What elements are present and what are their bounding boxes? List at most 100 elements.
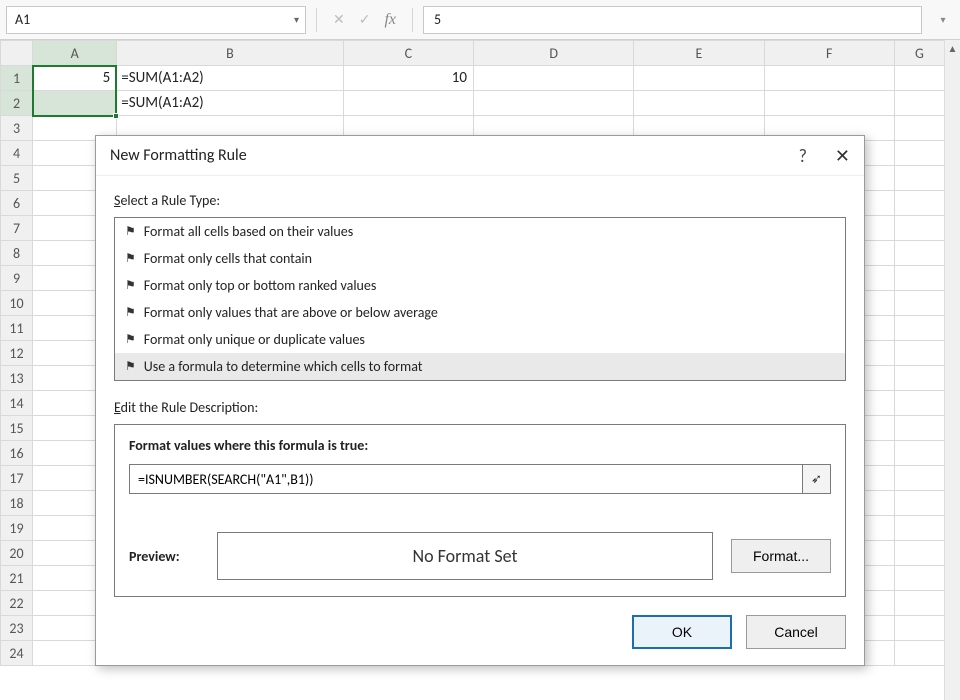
cell[interactable] bbox=[894, 166, 944, 191]
row-header[interactable]: 14 bbox=[1, 391, 33, 416]
cell[interactable] bbox=[894, 541, 944, 566]
cell[interactable]: 5 bbox=[33, 66, 117, 91]
cell[interactable] bbox=[894, 441, 944, 466]
row-header[interactable]: 20 bbox=[1, 541, 33, 566]
cell[interactable] bbox=[894, 466, 944, 491]
name-box[interactable]: A1 ▾ bbox=[6, 6, 306, 34]
row-header[interactable]: 7 bbox=[1, 216, 33, 241]
cancel-button[interactable]: Cancel bbox=[746, 615, 846, 649]
row-header[interactable]: 3 bbox=[1, 116, 33, 141]
row-header[interactable]: 23 bbox=[1, 616, 33, 641]
rule-type-label: Format only cells that contain bbox=[144, 250, 312, 267]
rule-type-item[interactable]: ⚑Format only unique or duplicate values bbox=[115, 326, 845, 353]
row-header[interactable]: 10 bbox=[1, 291, 33, 316]
cell[interactable] bbox=[894, 591, 944, 616]
cell[interactable] bbox=[343, 91, 473, 116]
collapse-dialog-icon[interactable]: ➶ bbox=[803, 464, 831, 494]
cell[interactable] bbox=[473, 66, 633, 91]
cell[interactable] bbox=[764, 66, 894, 91]
cell[interactable] bbox=[894, 341, 944, 366]
row-header[interactable]: 18 bbox=[1, 491, 33, 516]
cell[interactable] bbox=[894, 566, 944, 591]
column-header[interactable]: F bbox=[764, 41, 894, 66]
cell[interactable] bbox=[894, 266, 944, 291]
formula-input[interactable] bbox=[129, 464, 803, 494]
select-all-corner[interactable] bbox=[1, 41, 33, 66]
cell[interactable] bbox=[894, 391, 944, 416]
cell[interactable] bbox=[894, 66, 944, 91]
cell[interactable] bbox=[894, 616, 944, 641]
cell[interactable] bbox=[764, 91, 894, 116]
rule-type-item[interactable]: ⚑Format only cells that contain bbox=[115, 245, 845, 272]
formula-bar-expand-icon[interactable]: ▾ bbox=[932, 13, 954, 26]
cell[interactable]: =SUM(A1:A2) bbox=[117, 66, 343, 91]
fill-handle[interactable] bbox=[113, 113, 119, 119]
cell[interactable]: =SUM(A1:A2) bbox=[117, 91, 343, 116]
cell[interactable] bbox=[894, 141, 944, 166]
row-header[interactable]: 6 bbox=[1, 191, 33, 216]
rule-type-list[interactable]: ⚑Format all cells based on their values⚑… bbox=[114, 217, 846, 381]
row-header[interactable]: 1 bbox=[1, 66, 33, 91]
row-header[interactable]: 15 bbox=[1, 416, 33, 441]
separator bbox=[316, 8, 317, 32]
cell[interactable] bbox=[894, 316, 944, 341]
row-header[interactable]: 9 bbox=[1, 266, 33, 291]
row-header[interactable]: 8 bbox=[1, 241, 33, 266]
column-header[interactable]: E bbox=[634, 41, 764, 66]
row-header[interactable]: 17 bbox=[1, 466, 33, 491]
column-header[interactable]: C bbox=[343, 41, 473, 66]
cell[interactable] bbox=[894, 91, 944, 116]
name-box-dropdown-icon[interactable]: ▾ bbox=[294, 13, 299, 26]
cell[interactable] bbox=[894, 366, 944, 391]
column-header[interactable]: G bbox=[894, 41, 944, 66]
cell[interactable] bbox=[894, 516, 944, 541]
column-header[interactable]: B bbox=[117, 41, 343, 66]
cell[interactable]: 5 bbox=[33, 91, 117, 116]
cell[interactable] bbox=[894, 491, 944, 516]
row-header[interactable]: 21 bbox=[1, 566, 33, 591]
rule-type-item[interactable]: ⚑Format only values that are above or be… bbox=[115, 299, 845, 326]
rule-type-item[interactable]: ⚑Format all cells based on their values bbox=[115, 218, 845, 245]
formula-field-label: Format values where this formula is true… bbox=[129, 437, 831, 454]
row-header[interactable]: 4 bbox=[1, 141, 33, 166]
row-header[interactable]: 5 bbox=[1, 166, 33, 191]
row-header[interactable]: 11 bbox=[1, 316, 33, 341]
row-header[interactable]: 22 bbox=[1, 591, 33, 616]
row-header[interactable]: 12 bbox=[1, 341, 33, 366]
close-icon[interactable]: ✕ bbox=[835, 145, 850, 167]
cell[interactable] bbox=[894, 191, 944, 216]
preview-label: Preview: bbox=[129, 548, 199, 565]
row-header[interactable]: 13 bbox=[1, 366, 33, 391]
column-header[interactable]: D bbox=[473, 41, 633, 66]
dialog-footer: OK Cancel bbox=[114, 615, 846, 649]
cell[interactable] bbox=[634, 91, 764, 116]
fx-icon[interactable]: fx bbox=[384, 11, 396, 29]
rule-flag-icon: ⚑ bbox=[125, 278, 136, 293]
row-header[interactable]: 16 bbox=[1, 441, 33, 466]
formula-bar-input[interactable]: 5 bbox=[423, 6, 922, 34]
row-header[interactable]: 24 bbox=[1, 641, 33, 666]
format-button[interactable]: Format... bbox=[731, 539, 831, 573]
cell[interactable] bbox=[894, 116, 944, 141]
rule-flag-icon: ⚑ bbox=[125, 224, 136, 239]
dialog-titlebar[interactable]: New Formatting Rule ? ✕ bbox=[96, 136, 864, 176]
formula-bar-text: 5 bbox=[434, 11, 441, 28]
scroll-up-icon[interactable]: ▲ bbox=[945, 40, 960, 58]
cell[interactable] bbox=[473, 91, 633, 116]
cell[interactable]: 10 bbox=[343, 66, 473, 91]
row-header[interactable]: 19 bbox=[1, 516, 33, 541]
row-header[interactable]: 2 bbox=[1, 91, 33, 116]
cell[interactable] bbox=[894, 216, 944, 241]
rule-type-item[interactable]: ⚑Format only top or bottom ranked values bbox=[115, 272, 845, 299]
ok-button[interactable]: OK bbox=[632, 615, 732, 649]
rule-type-item[interactable]: ⚑Use a formula to determine which cells … bbox=[115, 353, 845, 380]
cell[interactable] bbox=[894, 291, 944, 316]
cell[interactable] bbox=[894, 416, 944, 441]
vertical-scrollbar[interactable]: ▲ bbox=[944, 40, 960, 700]
help-icon[interactable]: ? bbox=[799, 145, 807, 167]
cell[interactable] bbox=[894, 641, 944, 666]
rule-flag-icon: ⚑ bbox=[125, 305, 136, 320]
cell[interactable] bbox=[634, 66, 764, 91]
column-header[interactable]: A bbox=[33, 41, 117, 66]
cell[interactable] bbox=[894, 241, 944, 266]
